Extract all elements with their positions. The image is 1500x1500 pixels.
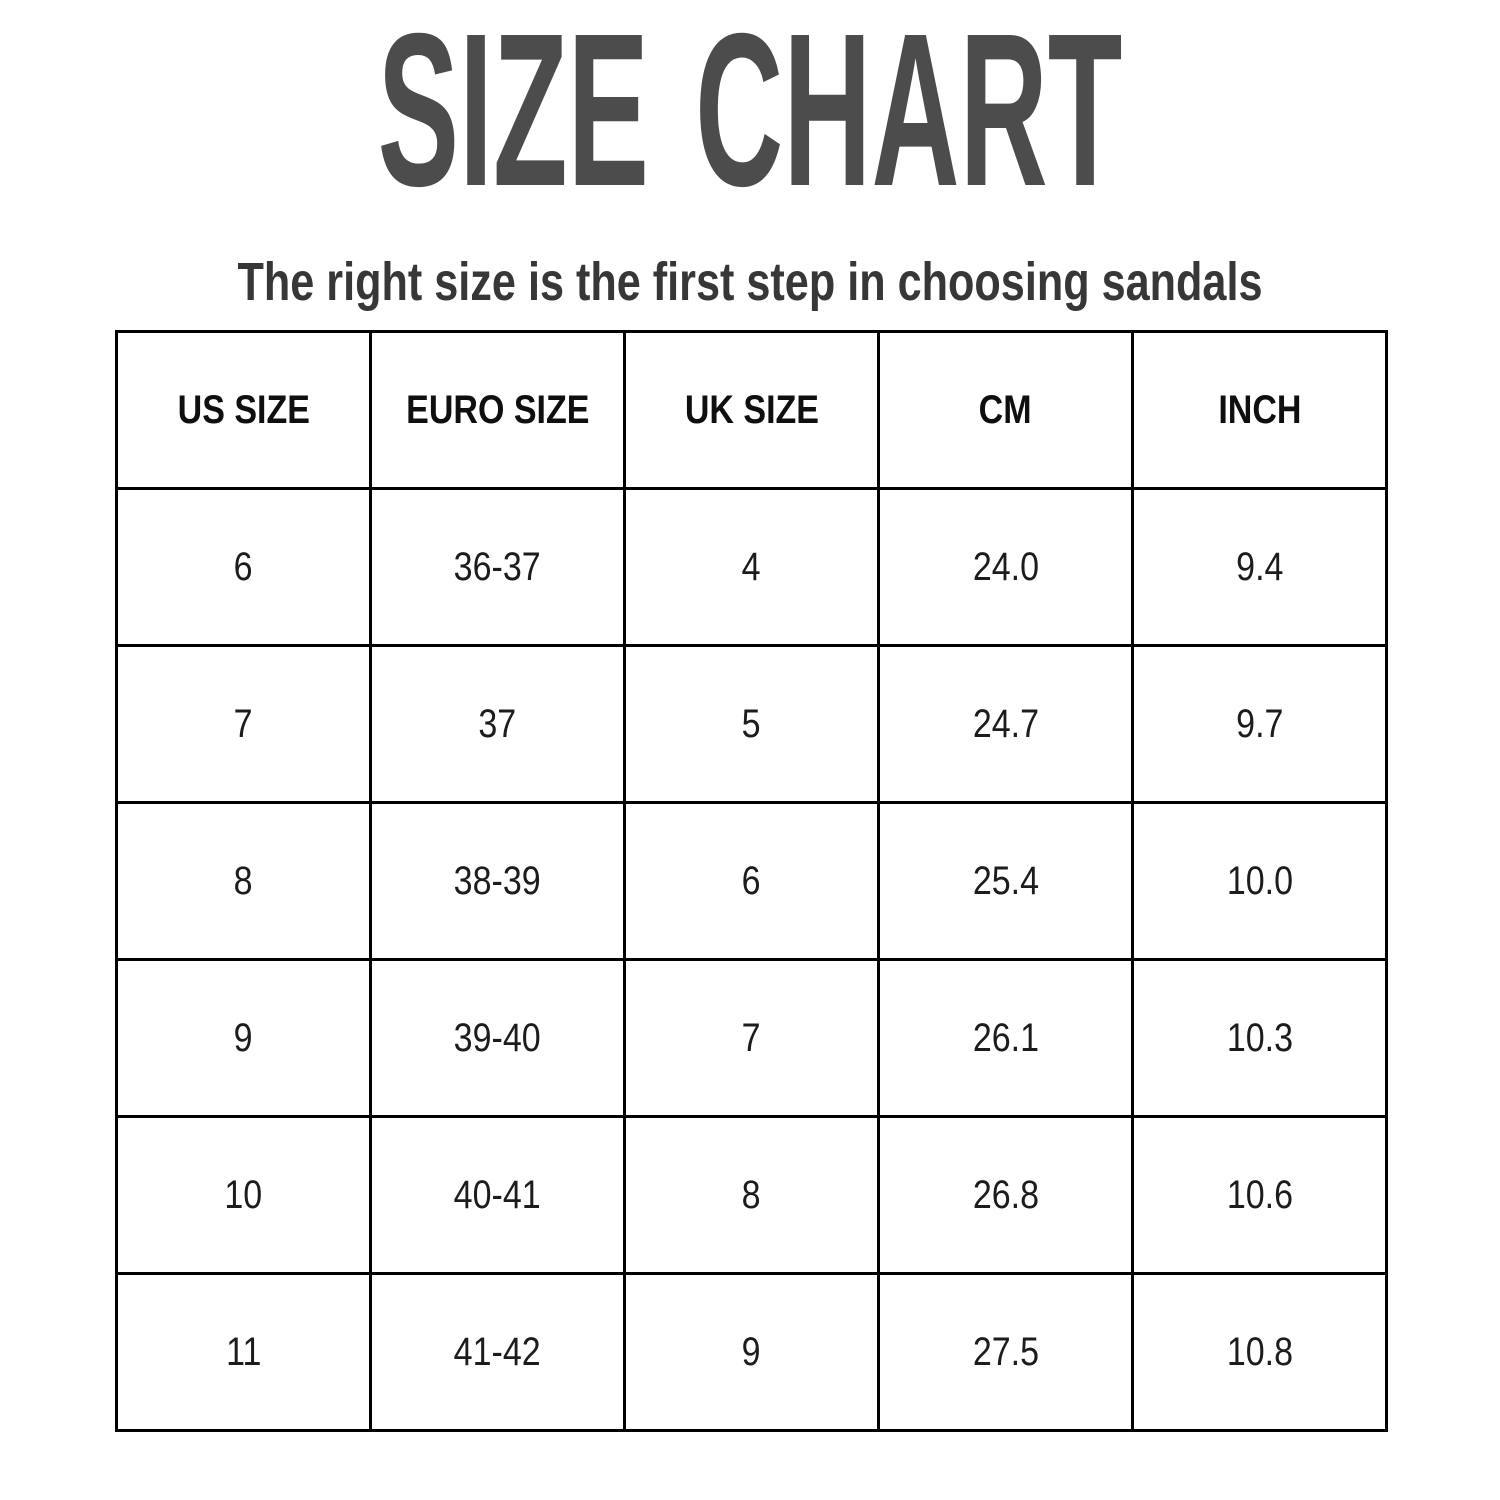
header-label: US SIZE [177, 387, 310, 432]
header-label: INCH [1217, 387, 1302, 432]
table-row: 9 39-40 7 26.1 10.3 [115, 958, 1388, 1118]
cell-value: 11 [225, 1329, 262, 1374]
inch-cell: 10.8 [1131, 1272, 1388, 1432]
cell-value: 9 [742, 1329, 761, 1374]
table-row: 11 41-42 9 27.5 10.8 [115, 1272, 1388, 1432]
cm-cell: 27.5 [877, 1272, 1134, 1432]
table-row: 7 37 5 24.7 9.7 [115, 644, 1388, 804]
euro-size-cell: 41-42 [369, 1272, 626, 1432]
cell-value: 6 [742, 858, 761, 903]
us-size-cell: 9 [115, 958, 372, 1118]
cell-value: 9.7 [1235, 701, 1284, 746]
cell-value: 36-37 [454, 544, 541, 589]
cell-value: 9 [234, 1015, 253, 1060]
header-label: UK SIZE [684, 387, 819, 432]
euro-size-cell: 36-37 [369, 487, 626, 647]
table-header-row: US SIZE EURO SIZE UK SIZE CM INCH [115, 330, 1388, 490]
inch-cell: 10.3 [1131, 958, 1388, 1118]
euro-size-cell: 39-40 [369, 958, 626, 1118]
cell-value: 10.3 [1226, 1015, 1293, 1060]
euro-size-cell: 37 [369, 644, 626, 804]
header-label: EURO SIZE [405, 387, 590, 432]
cell-value: 10.8 [1226, 1329, 1293, 1374]
cm-cell: 26.1 [877, 958, 1134, 1118]
table-row: 6 36-37 4 24.0 9.4 [115, 487, 1388, 647]
cell-value: 24.7 [972, 701, 1039, 746]
inch-cell: 9.4 [1131, 487, 1388, 647]
inch-cell: 10.6 [1131, 1115, 1388, 1275]
cell-value: 4 [742, 544, 761, 589]
cm-cell: 26.8 [877, 1115, 1134, 1275]
cell-value: 5 [742, 701, 761, 746]
cell-value: 8 [742, 1172, 761, 1217]
header-label: CM [979, 387, 1032, 432]
cell-value: 9.4 [1235, 544, 1284, 589]
uk-size-cell: 4 [623, 487, 880, 647]
us-size-cell: 6 [115, 487, 372, 647]
cell-value: 27.5 [972, 1329, 1039, 1374]
cell-value: 25.4 [972, 858, 1039, 903]
cell-value: 7 [234, 701, 253, 746]
cm-cell: 25.4 [877, 801, 1134, 961]
euro-size-cell: 40-41 [369, 1115, 626, 1275]
cell-value: 10 [224, 1172, 263, 1217]
cell-value: 37 [478, 701, 517, 746]
cm-cell: 24.7 [877, 644, 1134, 804]
us-size-cell: 7 [115, 644, 372, 804]
inch-cell: 10.0 [1131, 801, 1388, 961]
cell-value: 26.8 [972, 1172, 1039, 1217]
cm-cell: 24.0 [877, 487, 1134, 647]
inch-cell: 9.7 [1131, 644, 1388, 804]
uk-size-cell: 5 [623, 644, 880, 804]
uk-size-cell: 6 [623, 801, 880, 961]
page-subtitle: The right size is the first step in choo… [237, 252, 1263, 312]
cell-value: 38-39 [454, 858, 541, 903]
cell-value: 24.0 [972, 544, 1039, 589]
size-conversion-table: US SIZE EURO SIZE UK SIZE CM INCH 6 36-3… [115, 330, 1388, 1432]
cell-value: 8 [234, 858, 253, 903]
cell-value: 6 [234, 544, 253, 589]
us-size-cell: 11 [115, 1272, 372, 1432]
cell-value: 10.6 [1226, 1172, 1293, 1217]
col-header-us-size: US SIZE [115, 330, 372, 490]
page-title: SIZE CHART [377, 0, 1123, 232]
col-header-uk-size: UK SIZE [623, 330, 880, 490]
cell-value: 41-42 [454, 1329, 541, 1374]
col-header-cm: CM [877, 330, 1134, 490]
uk-size-cell: 8 [623, 1115, 880, 1275]
cell-value: 40-41 [454, 1172, 541, 1217]
table-row: 10 40-41 8 26.8 10.6 [115, 1115, 1388, 1275]
uk-size-cell: 7 [623, 958, 880, 1118]
cell-value: 10.0 [1226, 858, 1293, 903]
col-header-euro-size: EURO SIZE [369, 330, 626, 490]
table-row: 8 38-39 6 25.4 10.0 [115, 801, 1388, 961]
uk-size-cell: 9 [623, 1272, 880, 1432]
cell-value: 7 [742, 1015, 761, 1060]
cell-value: 26.1 [972, 1015, 1039, 1060]
us-size-cell: 8 [115, 801, 372, 961]
cell-value: 39-40 [454, 1015, 541, 1060]
euro-size-cell: 38-39 [369, 801, 626, 961]
col-header-inch: INCH [1131, 330, 1388, 490]
us-size-cell: 10 [115, 1115, 372, 1275]
